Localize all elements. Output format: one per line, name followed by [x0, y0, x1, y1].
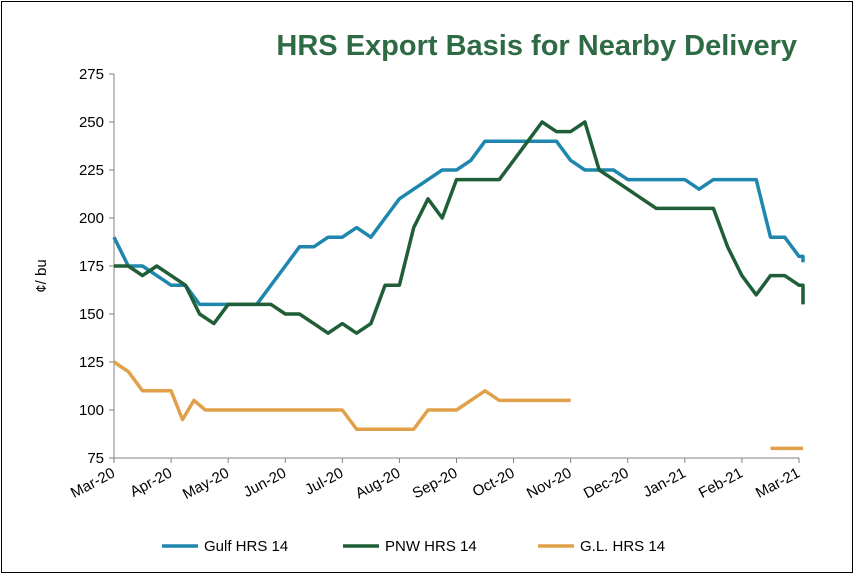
y-tick-label: 75: [87, 450, 104, 467]
x-tick-label: Aug-20: [353, 465, 404, 503]
x-tick-label: Jul-20: [302, 465, 346, 499]
x-tick-label: Jun-20: [241, 465, 289, 502]
x-tick-labels: Mar-20 Apr-20 May-20 Jun-20 Jul-20 Aug-20 Sep-…: [68, 465, 803, 503]
series-line-1: [114, 120, 805, 335]
x-tick-label: Mar-21: [753, 465, 803, 502]
x-tick-label: Nov-20: [524, 465, 575, 503]
y-tick-label: 100: [79, 402, 104, 419]
x-tick-label: Feb-21: [696, 465, 746, 502]
y-tick-labels: 75 100 125 150 175 200 225 250 275: [79, 66, 104, 467]
chart-title: HRS Export Basis for Nearby Delivery: [276, 30, 797, 62]
legend: Gulf HRS 14 PNW HRS 14 G.L. HRS 14: [162, 538, 665, 555]
y-tick-label: 250: [79, 114, 104, 131]
x-tick-label: Apr-20: [127, 465, 175, 501]
legend-label: PNW HRS 14: [385, 538, 477, 555]
y-tick-label: 150: [79, 306, 104, 323]
x-tick-label: Dec-20: [581, 465, 632, 503]
x-tick-label: Mar-20: [68, 465, 118, 502]
series-lines: [112, 120, 805, 451]
axes: [109, 73, 800, 463]
y-tick-label: 175: [79, 258, 104, 275]
y-tick-label: 125: [79, 354, 104, 371]
x-tick-label: Jan-21: [640, 465, 688, 502]
y-tick-label: 200: [79, 210, 104, 227]
legend-label: G.L. HRS 14: [580, 538, 665, 555]
series-line-0: [112, 139, 805, 307]
x-tick-label: Oct-20: [470, 465, 518, 501]
series-line-2: [113, 360, 571, 431]
x-tick-label: Sep-20: [410, 465, 461, 503]
legend-label: Gulf HRS 14: [204, 538, 288, 555]
y-axis-label: ¢/ bu: [33, 259, 50, 292]
y-tick-label: 275: [79, 66, 104, 83]
y-tick-label: 225: [79, 162, 104, 179]
x-tick-label: May-20: [180, 465, 232, 503]
